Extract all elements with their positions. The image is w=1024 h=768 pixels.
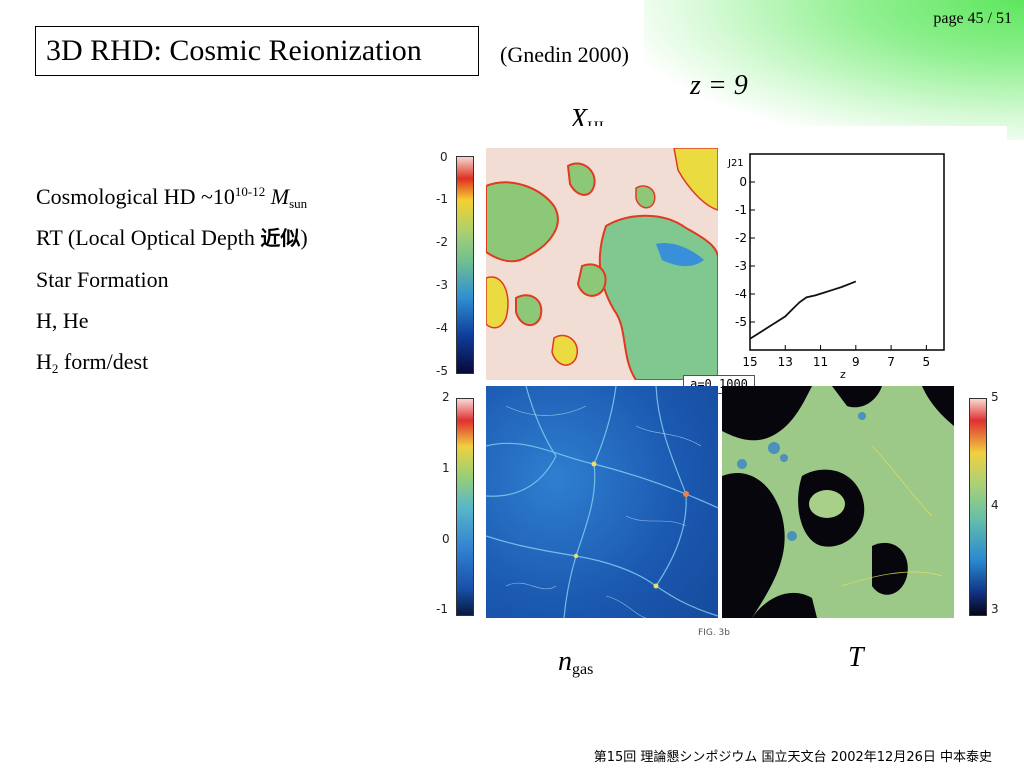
- xhi-tick: -2: [436, 235, 448, 249]
- neutral-fraction-map: [486, 148, 718, 380]
- j21-ylabel: J21: [727, 158, 744, 169]
- j21-x-tick-label: 15: [742, 355, 757, 369]
- density-tick: 1: [442, 461, 450, 475]
- bullet-h-he: H, He: [36, 308, 89, 333]
- density-tick: -1: [436, 602, 448, 616]
- xhi-tick: -5: [436, 364, 448, 378]
- simulation-figure: 0 -1 -2 -3 -4 -5 J21 z 0 -1 -2 -3 -4 -5 15 13 11…: [426, 126, 1007, 638]
- footer-credit: 第15回 理論懇シンポジウム 国立天文台 2002年12月26日 中本泰史: [593, 750, 992, 765]
- j21-y-tick-label: -1: [735, 203, 747, 217]
- temperature-tick: 4: [991, 498, 999, 512]
- j21-y-tick-label: 0: [739, 175, 747, 189]
- density-colorbar: [456, 398, 474, 616]
- bullet-star-formation: Star Formation: [36, 267, 169, 292]
- bullet-h2: H2 form/dest: [36, 349, 149, 376]
- xhi-tick: 0: [440, 150, 448, 164]
- slide-title: 3D RHD: Cosmic Reionization: [35, 26, 479, 76]
- xhi-tick: -3: [436, 278, 448, 292]
- xhi-colorbar: [456, 156, 474, 374]
- temperature-tick: 3: [991, 602, 999, 616]
- density-tick: 2: [442, 390, 450, 404]
- j21-history-chart: J21 z 0 -1 -2 -3 -4 -5 15 13 11 9 7 5: [722, 148, 950, 380]
- density-tick: 0: [442, 532, 450, 546]
- figure-caption: FIG. 3b: [698, 628, 730, 638]
- temperature-map: [722, 386, 954, 618]
- j21-x-tick-label: 5: [923, 355, 931, 369]
- j21-y-tick-label: -4: [735, 287, 747, 301]
- j21-x-tick-label: 7: [887, 355, 895, 369]
- page-number: page 45 / 51: [933, 10, 1012, 27]
- j21-y-tick-label: -5: [735, 315, 747, 329]
- j21-x-tick-label: 11: [813, 355, 828, 369]
- bullet-rt: RT (Local Optical Depth 近似): [36, 225, 308, 250]
- gas-density-map: [486, 386, 718, 618]
- decorative-gradient: [644, 0, 1024, 140]
- j21-y-tick-label: -2: [735, 231, 747, 245]
- redshift-label: z = 9: [690, 70, 748, 101]
- j21-x-tick-label: 13: [778, 355, 793, 369]
- j21-xlabel: z: [840, 368, 846, 380]
- j21-x-tick-label: 9: [852, 355, 860, 369]
- temperature-label: T: [848, 642, 864, 673]
- xhi-tick: -1: [436, 192, 448, 206]
- temperature-tick: 5: [991, 390, 999, 404]
- bullet-list: Cosmological HD ~1010-12 Msun RT (Local …: [36, 176, 308, 382]
- xhi-tick: -4: [436, 321, 448, 335]
- reference-citation: (Gnedin 2000): [500, 42, 629, 67]
- j21-plot-frame: [749, 153, 945, 351]
- ngas-label: ngas: [558, 646, 594, 678]
- bullet-hd: Cosmological HD ~1010-12 Msun: [36, 184, 308, 211]
- temperature-colorbar: [969, 398, 987, 616]
- j21-series-line: [749, 280, 857, 340]
- j21-y-tick-label: -3: [735, 259, 747, 273]
